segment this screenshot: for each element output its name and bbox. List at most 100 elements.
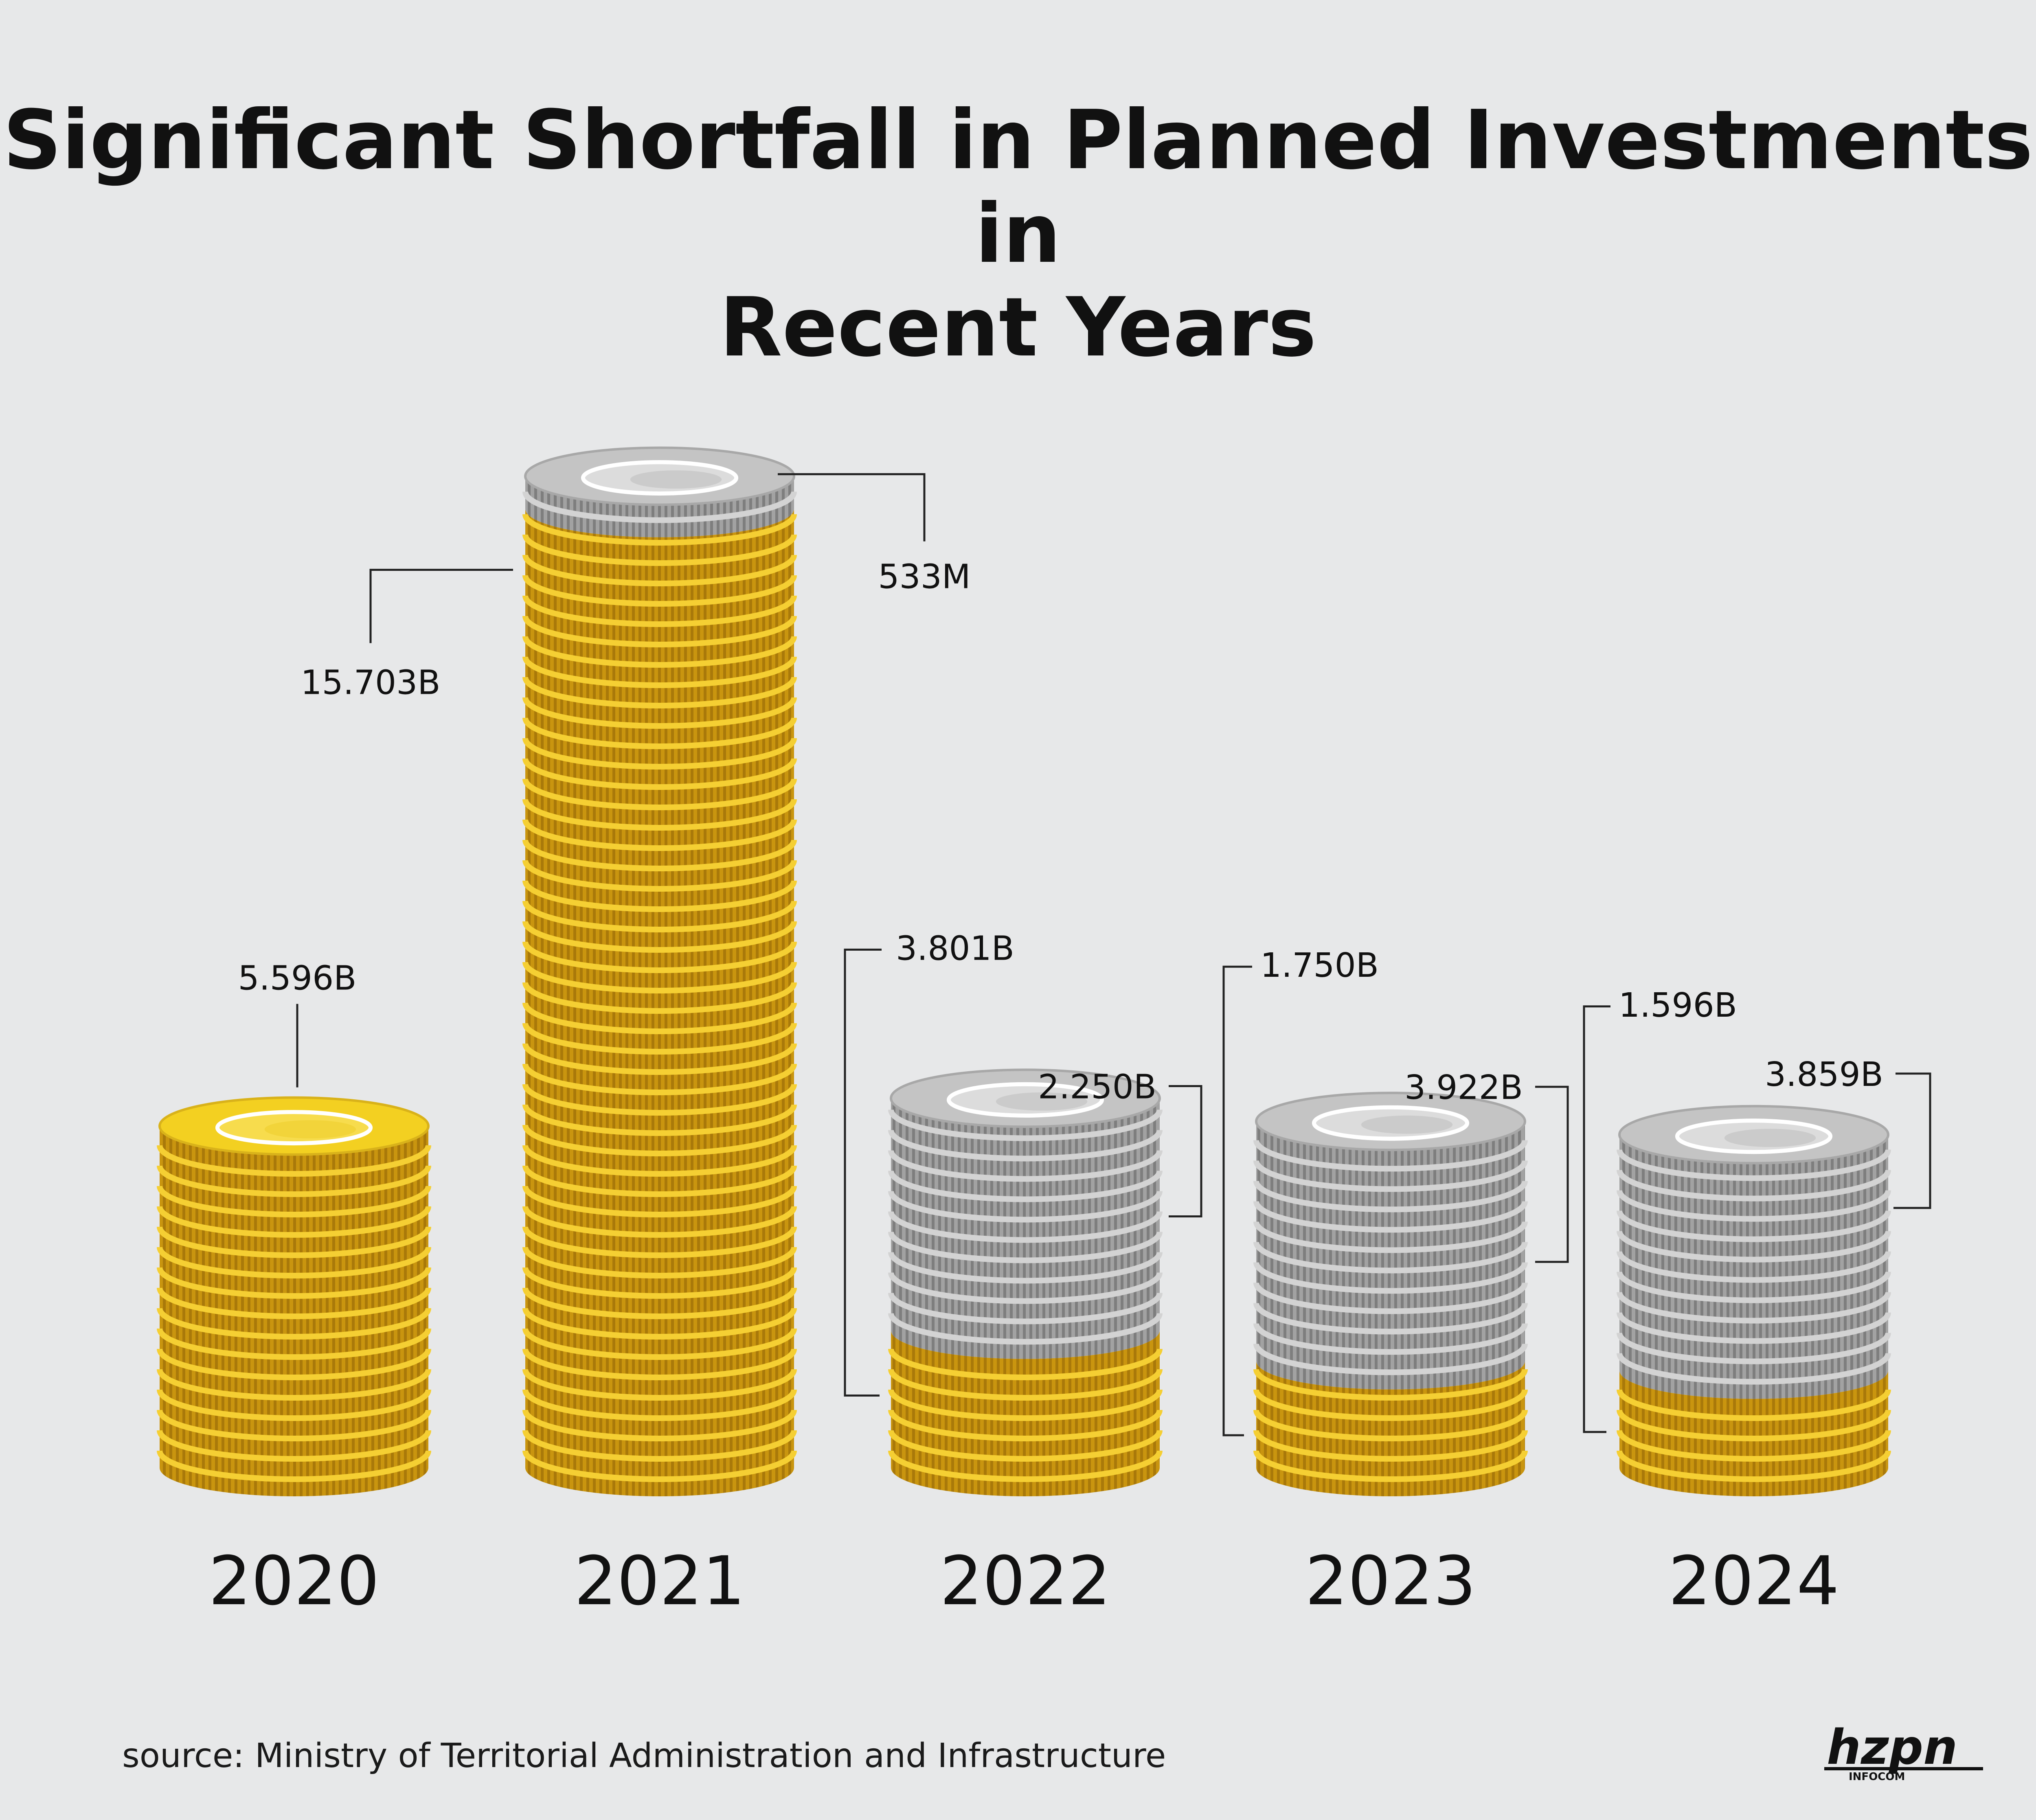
coin-ridge [522,1023,797,1055]
coin-ridge [1253,1241,1528,1274]
bar-2020-gold [160,1126,428,1496]
bar-2024-gold [1619,1370,1888,1496]
x-tick-label-2022: 2022 [940,1542,1111,1620]
coin-ridge [157,1247,431,1278]
coin-ridge [522,758,797,790]
coin-ridge [888,1313,1163,1345]
coin-top-center [1724,1129,1816,1147]
coin-ridge [157,1349,431,1380]
coin-ridge [522,962,797,993]
coin-ridge [888,1109,1163,1141]
coin-ridge [1617,1353,1891,1385]
coin-ridge [888,1292,1163,1324]
coin-top-center [1361,1115,1453,1134]
stack-2023 [1253,1092,1528,1496]
data-label-2024-gold: 1.596B [1619,986,1737,1025]
coin-ridge [888,1211,1163,1243]
callout-line-2021-silver [778,473,926,542]
data-label-2024-silver: 3.859B [1765,1055,1883,1094]
coin-ridge [1253,1201,1528,1233]
coin-ridge [522,514,797,546]
coin-ridge [157,1308,431,1340]
coin-ridge [522,534,797,566]
coin-ridge [157,1226,431,1258]
coin-ridge [522,697,797,729]
callout-line-2023-gold [1222,965,1252,1436]
callout-line-2024-silver [1893,1072,1931,1209]
coin-ridge [522,1145,797,1177]
data-label-2021-silver: 533M [878,558,970,596]
coin-ridge [522,491,797,523]
coin-ridge [522,1369,797,1401]
coin-ridge [522,1063,797,1095]
coin-ridge [888,1389,1163,1421]
callout-line-2022-silver [844,948,882,1397]
coin-ridge [888,1231,1163,1263]
coin-ridge [522,555,797,586]
coin-top-center [630,470,722,489]
coin-ridge [1253,1323,1528,1355]
title-rest: in Planned Investments in [920,93,2033,281]
coin-ridge [1253,1430,1528,1462]
coin-ridge [522,1226,797,1258]
page-title: Significant Shortfall in Planned Investm… [0,94,2036,375]
coin-ridge [888,1430,1163,1462]
coin-ridge [1253,1221,1528,1253]
coin-ridge [157,1267,431,1299]
coin-ridge [522,1186,797,1217]
coin-ridge [1617,1190,1891,1222]
logo-sub: INFOCOM [1849,1771,1905,1783]
year-labels: 2020 2021 2022 2023 2024 [208,1542,1839,1620]
coin-top-center [264,1120,356,1139]
coin-ridge [1617,1333,1891,1364]
stack-2024 [1617,1105,1891,1496]
data-label-2023-gold: 1.750B [1260,946,1379,985]
callout-line-2021-gold [369,569,513,643]
callout-line-2023-silver [1535,1085,1569,1263]
data-label-2021-gold: 15.703B [301,664,440,702]
coin-ridge [157,1186,431,1217]
coin-ridge [888,1170,1163,1202]
x-tick-label-2021: 2021 [574,1542,745,1620]
x-tick-label-2020: 2020 [208,1542,380,1620]
coin-ridge [522,860,797,892]
coin-ridge [1617,1430,1891,1462]
coin-ridge [157,1450,431,1482]
coin-ridge [157,1430,431,1462]
coin-ridge [522,1104,797,1136]
stack-2021 [522,446,797,1496]
coin-ridge [1617,1251,1891,1283]
coin-ridge [1253,1262,1528,1294]
coin-ridge [1617,1272,1891,1303]
coin-ridge [888,1450,1163,1482]
coin-ridge [1253,1450,1528,1482]
coin-ridge [522,656,797,688]
coin-ridge [522,595,797,627]
coin-stacks [157,446,1891,1496]
coin-ridge [522,1002,797,1034]
coin-ridge [888,1252,1163,1284]
callout-line-2022-gold [1169,1085,1202,1217]
coin-ridge [522,921,797,953]
coin-ridge [888,1369,1163,1401]
coin-ridge [522,1349,797,1380]
title-bold: Significant Shortfall [3,93,921,188]
coin-ridge [522,1267,797,1299]
coin-ridge [1617,1210,1891,1242]
coin-ridge [1253,1180,1528,1213]
stack-2022 [888,1068,1163,1496]
coin-ridge [157,1165,431,1197]
data-label-2022-silver: 3.801B [896,929,1014,968]
coin-ridge [1253,1303,1528,1335]
coin-top-center [996,1092,1088,1111]
coin-ridge [157,1369,431,1401]
bar-2021-silver [525,476,794,537]
coin-ridge [888,1349,1163,1380]
coin-ridge [1253,1160,1528,1192]
coin-ridge [522,1165,797,1197]
coin-ridge [522,880,797,912]
coin-ridge [522,677,797,708]
data-label-2020-gold: 5.596B [238,959,356,998]
coin-ridge [1253,1369,1528,1401]
coin-ridge [522,1410,797,1441]
